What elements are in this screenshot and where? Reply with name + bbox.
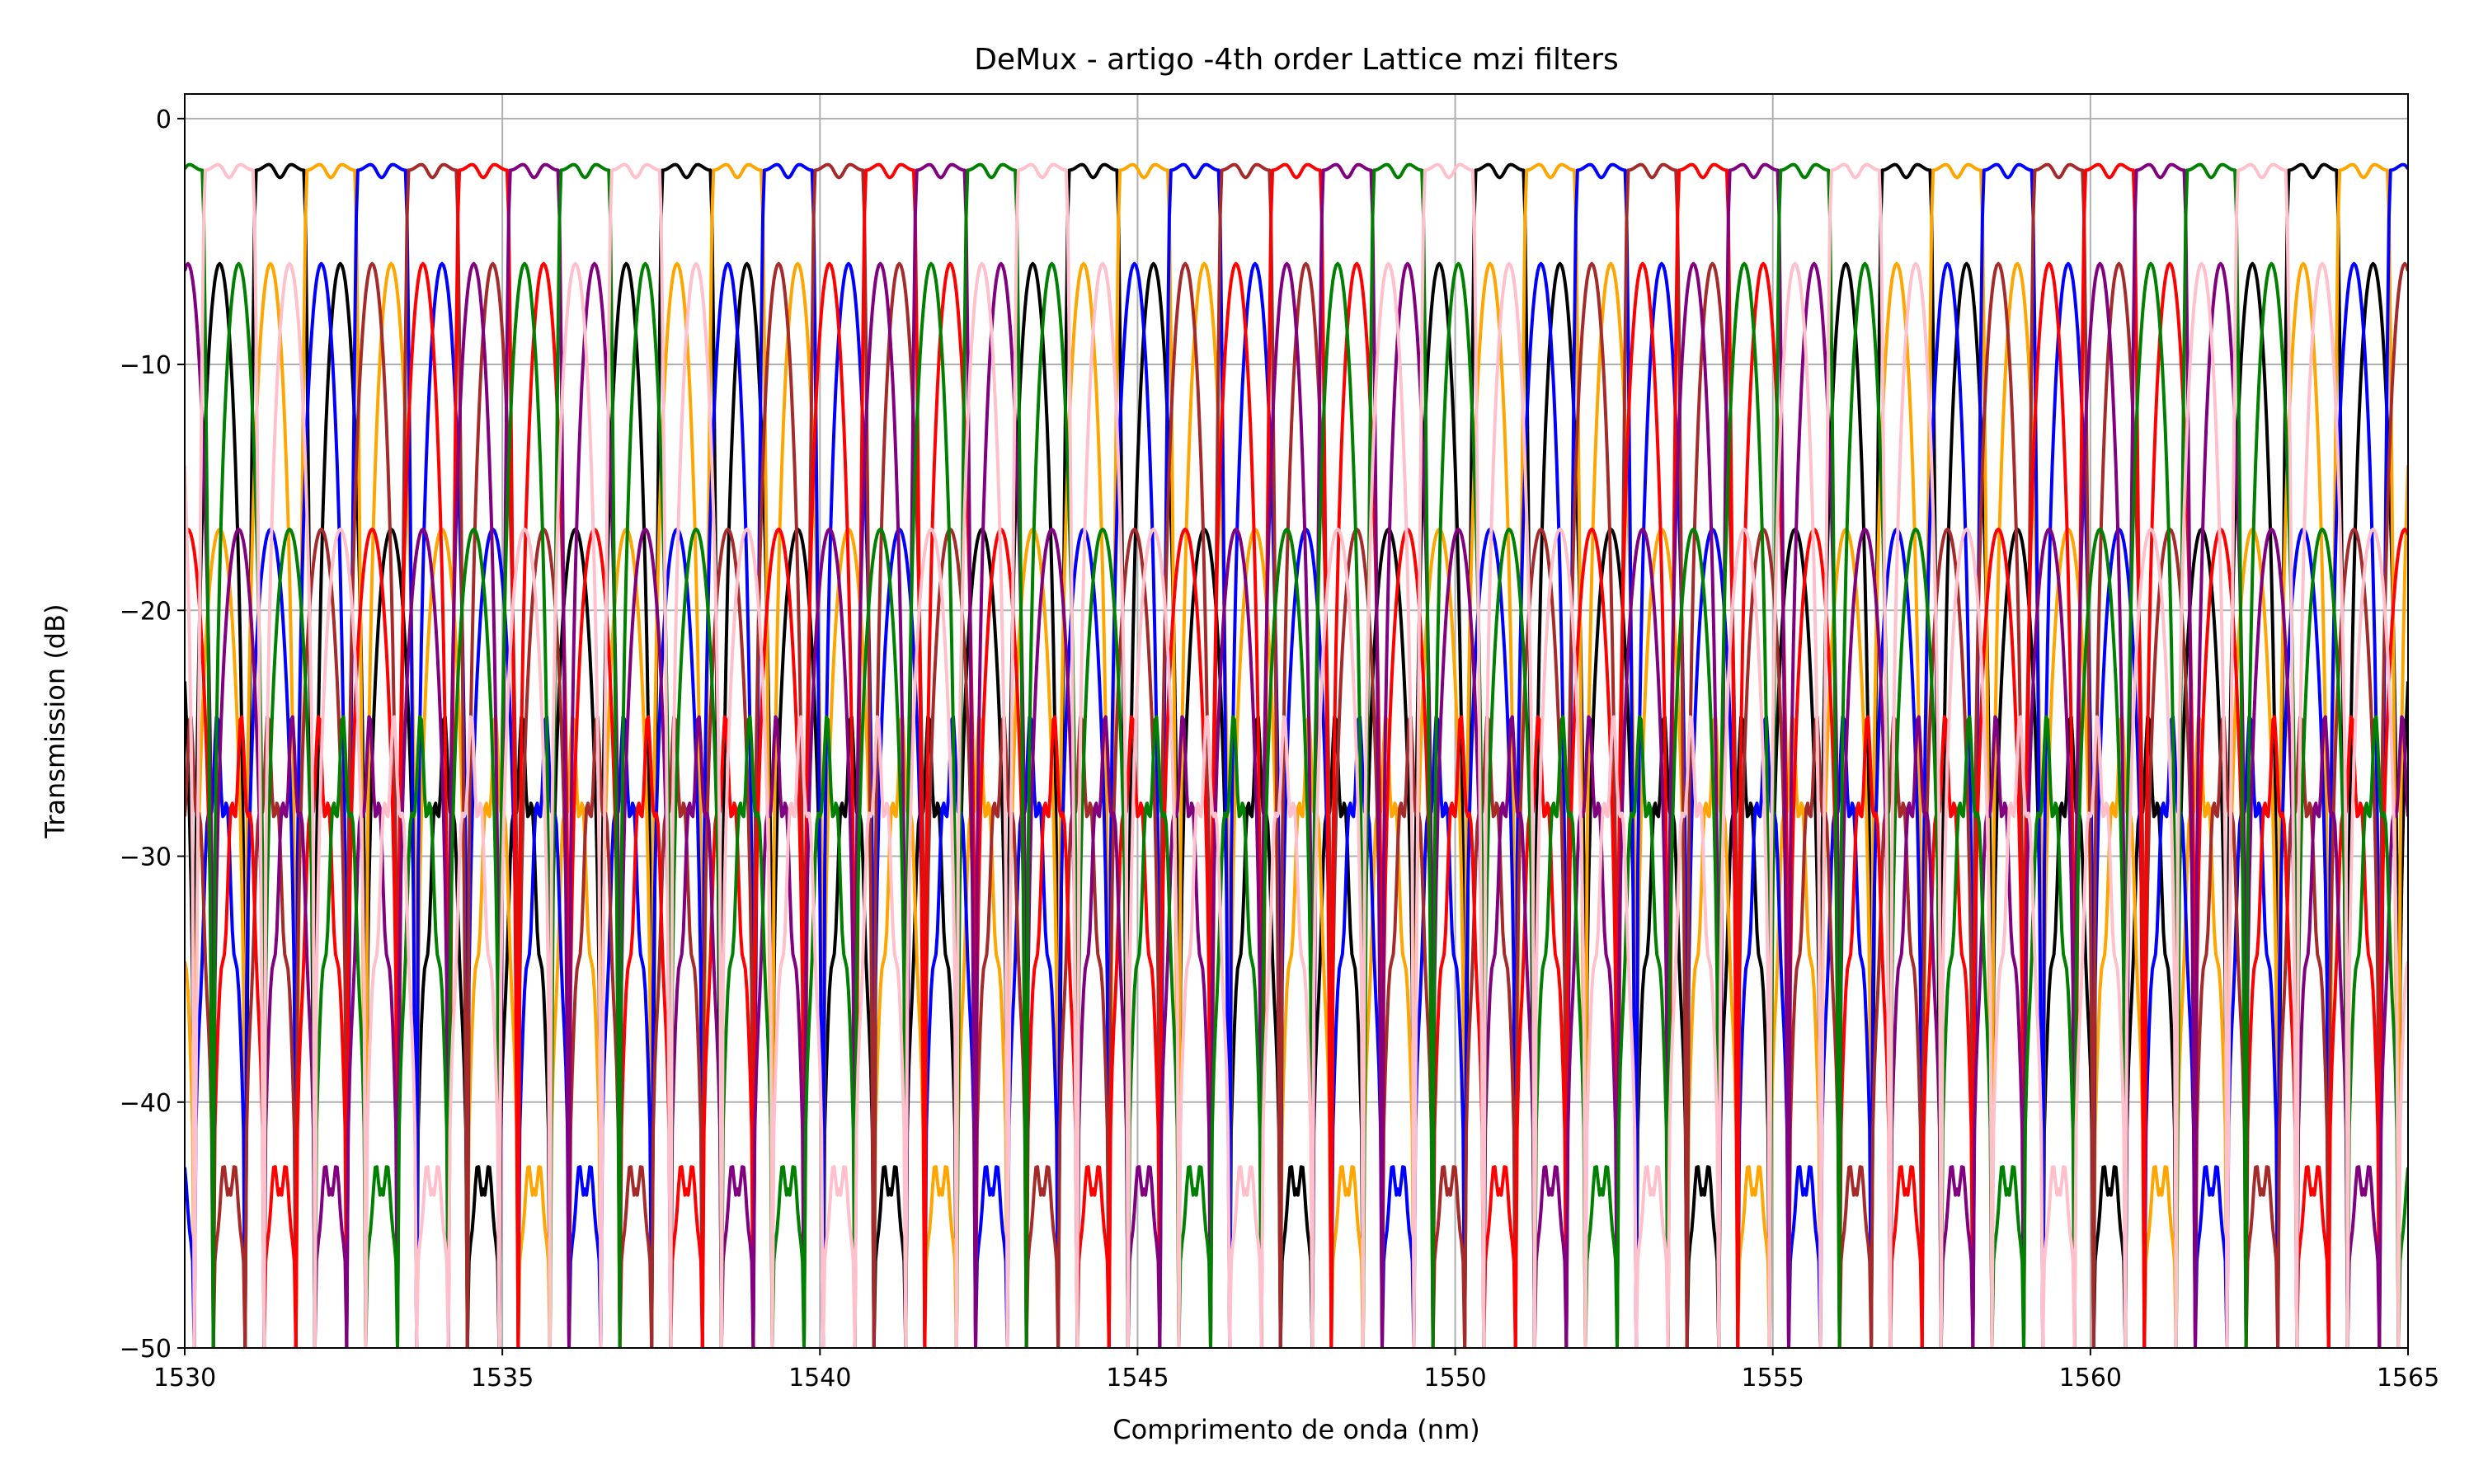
chart-title: DeMux - artigo -4th order Lattice mzi fi…	[974, 43, 1619, 77]
y-tick-label: −50	[120, 1335, 172, 1364]
series-layer	[185, 162, 2408, 1348]
y-tick-label: −10	[120, 351, 172, 380]
x-tick-label: 1550	[1423, 1364, 1486, 1392]
axis-ticks: 1530 1535 1540 1545 1550 1555 1560 1565 0 −10 −20 −…	[120, 106, 2439, 1392]
x-tick-label: 1545	[1106, 1364, 1169, 1392]
y-axis-label: Transmission (dB)	[40, 603, 71, 838]
x-axis-label: Comprimento de onda (nm)	[1112, 1414, 1479, 1445]
plot-frame	[184, 93, 2409, 1349]
x-tick-label: 1530	[153, 1364, 216, 1392]
x-tick-label: 1555	[1742, 1364, 1804, 1392]
y-tick-label: 0	[156, 106, 172, 134]
series-line-8	[185, 162, 2408, 1348]
x-tick-label: 1540	[788, 1364, 851, 1392]
y-tick-label: −30	[120, 843, 172, 872]
series-line-5	[185, 162, 2408, 1348]
y-tick-label: −40	[120, 1089, 172, 1118]
y-tick-label: −20	[120, 597, 172, 626]
x-tick-label: 1565	[2377, 1364, 2439, 1392]
x-tick-label: 1560	[2059, 1364, 2122, 1392]
x-tick-label: 1535	[471, 1364, 534, 1392]
series-line-6	[185, 162, 2408, 1348]
